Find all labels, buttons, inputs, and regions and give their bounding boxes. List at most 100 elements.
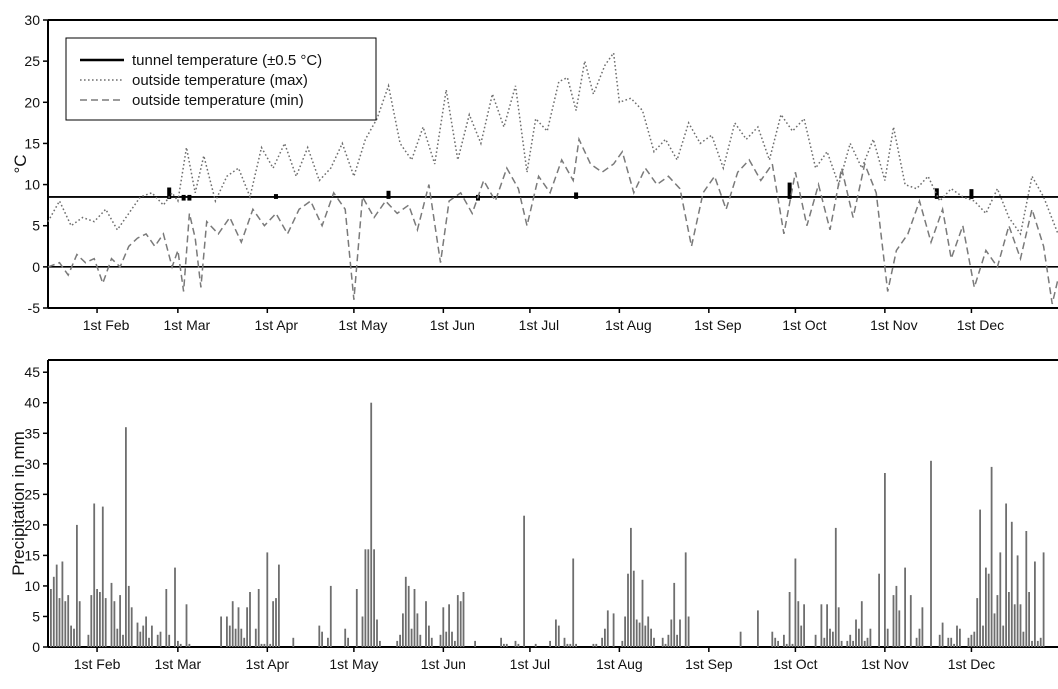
precipitation-bar <box>249 592 251 647</box>
precipitation-bar <box>474 640 476 647</box>
precipitation-bar <box>355 589 358 647</box>
precipitation-bar <box>419 634 422 647</box>
precipitation-y-tick-label: 25 <box>24 486 40 502</box>
precipitation-bar <box>125 427 127 647</box>
precipitation-bar <box>970 634 973 647</box>
precipitation-bar <box>226 616 228 647</box>
precipitation-bar <box>846 640 849 647</box>
precipitation-bar <box>959 628 961 647</box>
precipitation-bar <box>370 402 373 647</box>
precipitation-bar <box>78 601 81 647</box>
precipitation-bar <box>904 567 906 647</box>
precipitation-bar <box>878 573 880 647</box>
precipitation-bar <box>127 585 130 647</box>
precipitation-bar <box>185 604 188 647</box>
precipitation-bar <box>379 640 381 647</box>
precipitation-y-tick-label: 45 <box>24 364 40 380</box>
precipitation-bar <box>644 625 647 647</box>
temperature-y-tick-label: -5 <box>28 300 41 316</box>
precipitation-bar <box>177 640 179 647</box>
precipitation-bar <box>55 564 58 647</box>
precipitation-x-tick-label: 1st Jun <box>421 656 466 672</box>
precipitation-y-tick-label: 0 <box>32 639 40 655</box>
precipitation-bar <box>396 640 399 647</box>
precipitation-bar <box>788 592 791 647</box>
precipitation-bar <box>757 610 759 647</box>
temperature-y-tick-label: 25 <box>24 53 40 69</box>
temperature-x-tick-label: 1st Oct <box>782 317 826 333</box>
precipitation-y-tick-label: 10 <box>24 578 40 594</box>
precipitation-bar <box>612 613 615 647</box>
precipitation-bar <box>275 598 277 647</box>
precipitation-bar <box>777 640 779 647</box>
precipitation-x-tick-label: 1st Apr <box>246 656 290 672</box>
precipitation-bar <box>122 634 124 647</box>
precipitation-bar <box>407 585 410 647</box>
precipitation-x-tick-label: 1st Aug <box>596 656 643 672</box>
precipitation-bar <box>863 640 866 647</box>
precipitation-bar <box>130 607 133 647</box>
precipitation-bar <box>101 506 104 647</box>
legend-label-1: outside temperature (max) <box>132 72 308 89</box>
precipitation-y-tick-label: 20 <box>24 517 40 533</box>
precipitation-bar <box>263 643 266 647</box>
precipitation-bar <box>1016 555 1019 647</box>
precipitation-bar <box>1010 521 1013 647</box>
temperature-x-tick-label: 1st Nov <box>870 317 917 333</box>
precipitation-bar <box>941 622 944 647</box>
precipitation-bar <box>632 570 635 647</box>
temperature-x-tick-label: 1st Mar <box>164 317 211 333</box>
precipitation-bar <box>976 598 979 647</box>
precipitation-bar <box>982 625 984 647</box>
precipitation-bar <box>413 589 416 647</box>
precipitation-bar <box>1013 604 1016 647</box>
temperature-y-tick-label: 20 <box>24 94 40 110</box>
precipitation-bar <box>451 631 453 647</box>
temperature-x-tick-label: 1st Sep <box>694 317 742 333</box>
precipitation-bar <box>442 607 445 647</box>
precipitation-bar <box>1036 640 1039 647</box>
precipitation-bar <box>950 637 953 647</box>
precipitation-bar <box>1025 531 1028 647</box>
precipitation-bar <box>670 619 673 647</box>
precipitation-bar <box>990 466 993 647</box>
temperature-x-tick-label: 1st Dec <box>957 317 1004 333</box>
legend: tunnel temperature (±0.5 °C) outside temp… <box>65 37 377 121</box>
precipitation-bar <box>852 640 854 647</box>
precipitation-bar <box>142 625 145 647</box>
precipitation-bar <box>1042 552 1045 647</box>
precipitation-x-tick-label: 1st Feb <box>74 656 121 672</box>
precipitation-bar <box>601 637 603 647</box>
precipitation-bar <box>367 549 370 647</box>
precipitation-bar <box>947 637 950 647</box>
precipitation-bar <box>70 625 72 647</box>
precipitation-bar <box>820 604 823 647</box>
precipitation-x-tick-label: 1st May <box>329 656 378 672</box>
temperature-x-tick-label: 1st May <box>338 317 387 333</box>
precipitation-bar <box>641 579 644 647</box>
precipitation-bar <box>376 619 378 647</box>
precipitation-bar <box>165 589 168 647</box>
precipitation-bar <box>771 631 774 647</box>
precipitation-bar <box>800 625 803 647</box>
precipitation-bar <box>1005 503 1007 647</box>
precipitation-bar <box>797 601 800 647</box>
precipitation-bar <box>113 601 116 647</box>
precipitation-bar <box>404 576 407 647</box>
precipitation-bar <box>566 643 569 647</box>
temperature-x-tick-label: 1st Jul <box>519 317 559 333</box>
tunnel-temperature-marker <box>181 194 186 201</box>
precipitation-bar <box>534 643 537 647</box>
legend-label-2: outside temperature (min) <box>132 92 304 109</box>
precipitation-bar <box>604 628 606 647</box>
precipitation-bar <box>549 640 551 647</box>
precipitation-bar <box>575 643 577 647</box>
precipitation-bar <box>188 643 191 647</box>
precipitation-bar <box>234 628 237 647</box>
precipitation-bar <box>834 527 837 647</box>
precipitation-bar <box>783 634 785 647</box>
precipitation-bar <box>606 610 609 647</box>
precipitation-bar <box>661 637 664 647</box>
precipitation-bar <box>630 527 632 647</box>
